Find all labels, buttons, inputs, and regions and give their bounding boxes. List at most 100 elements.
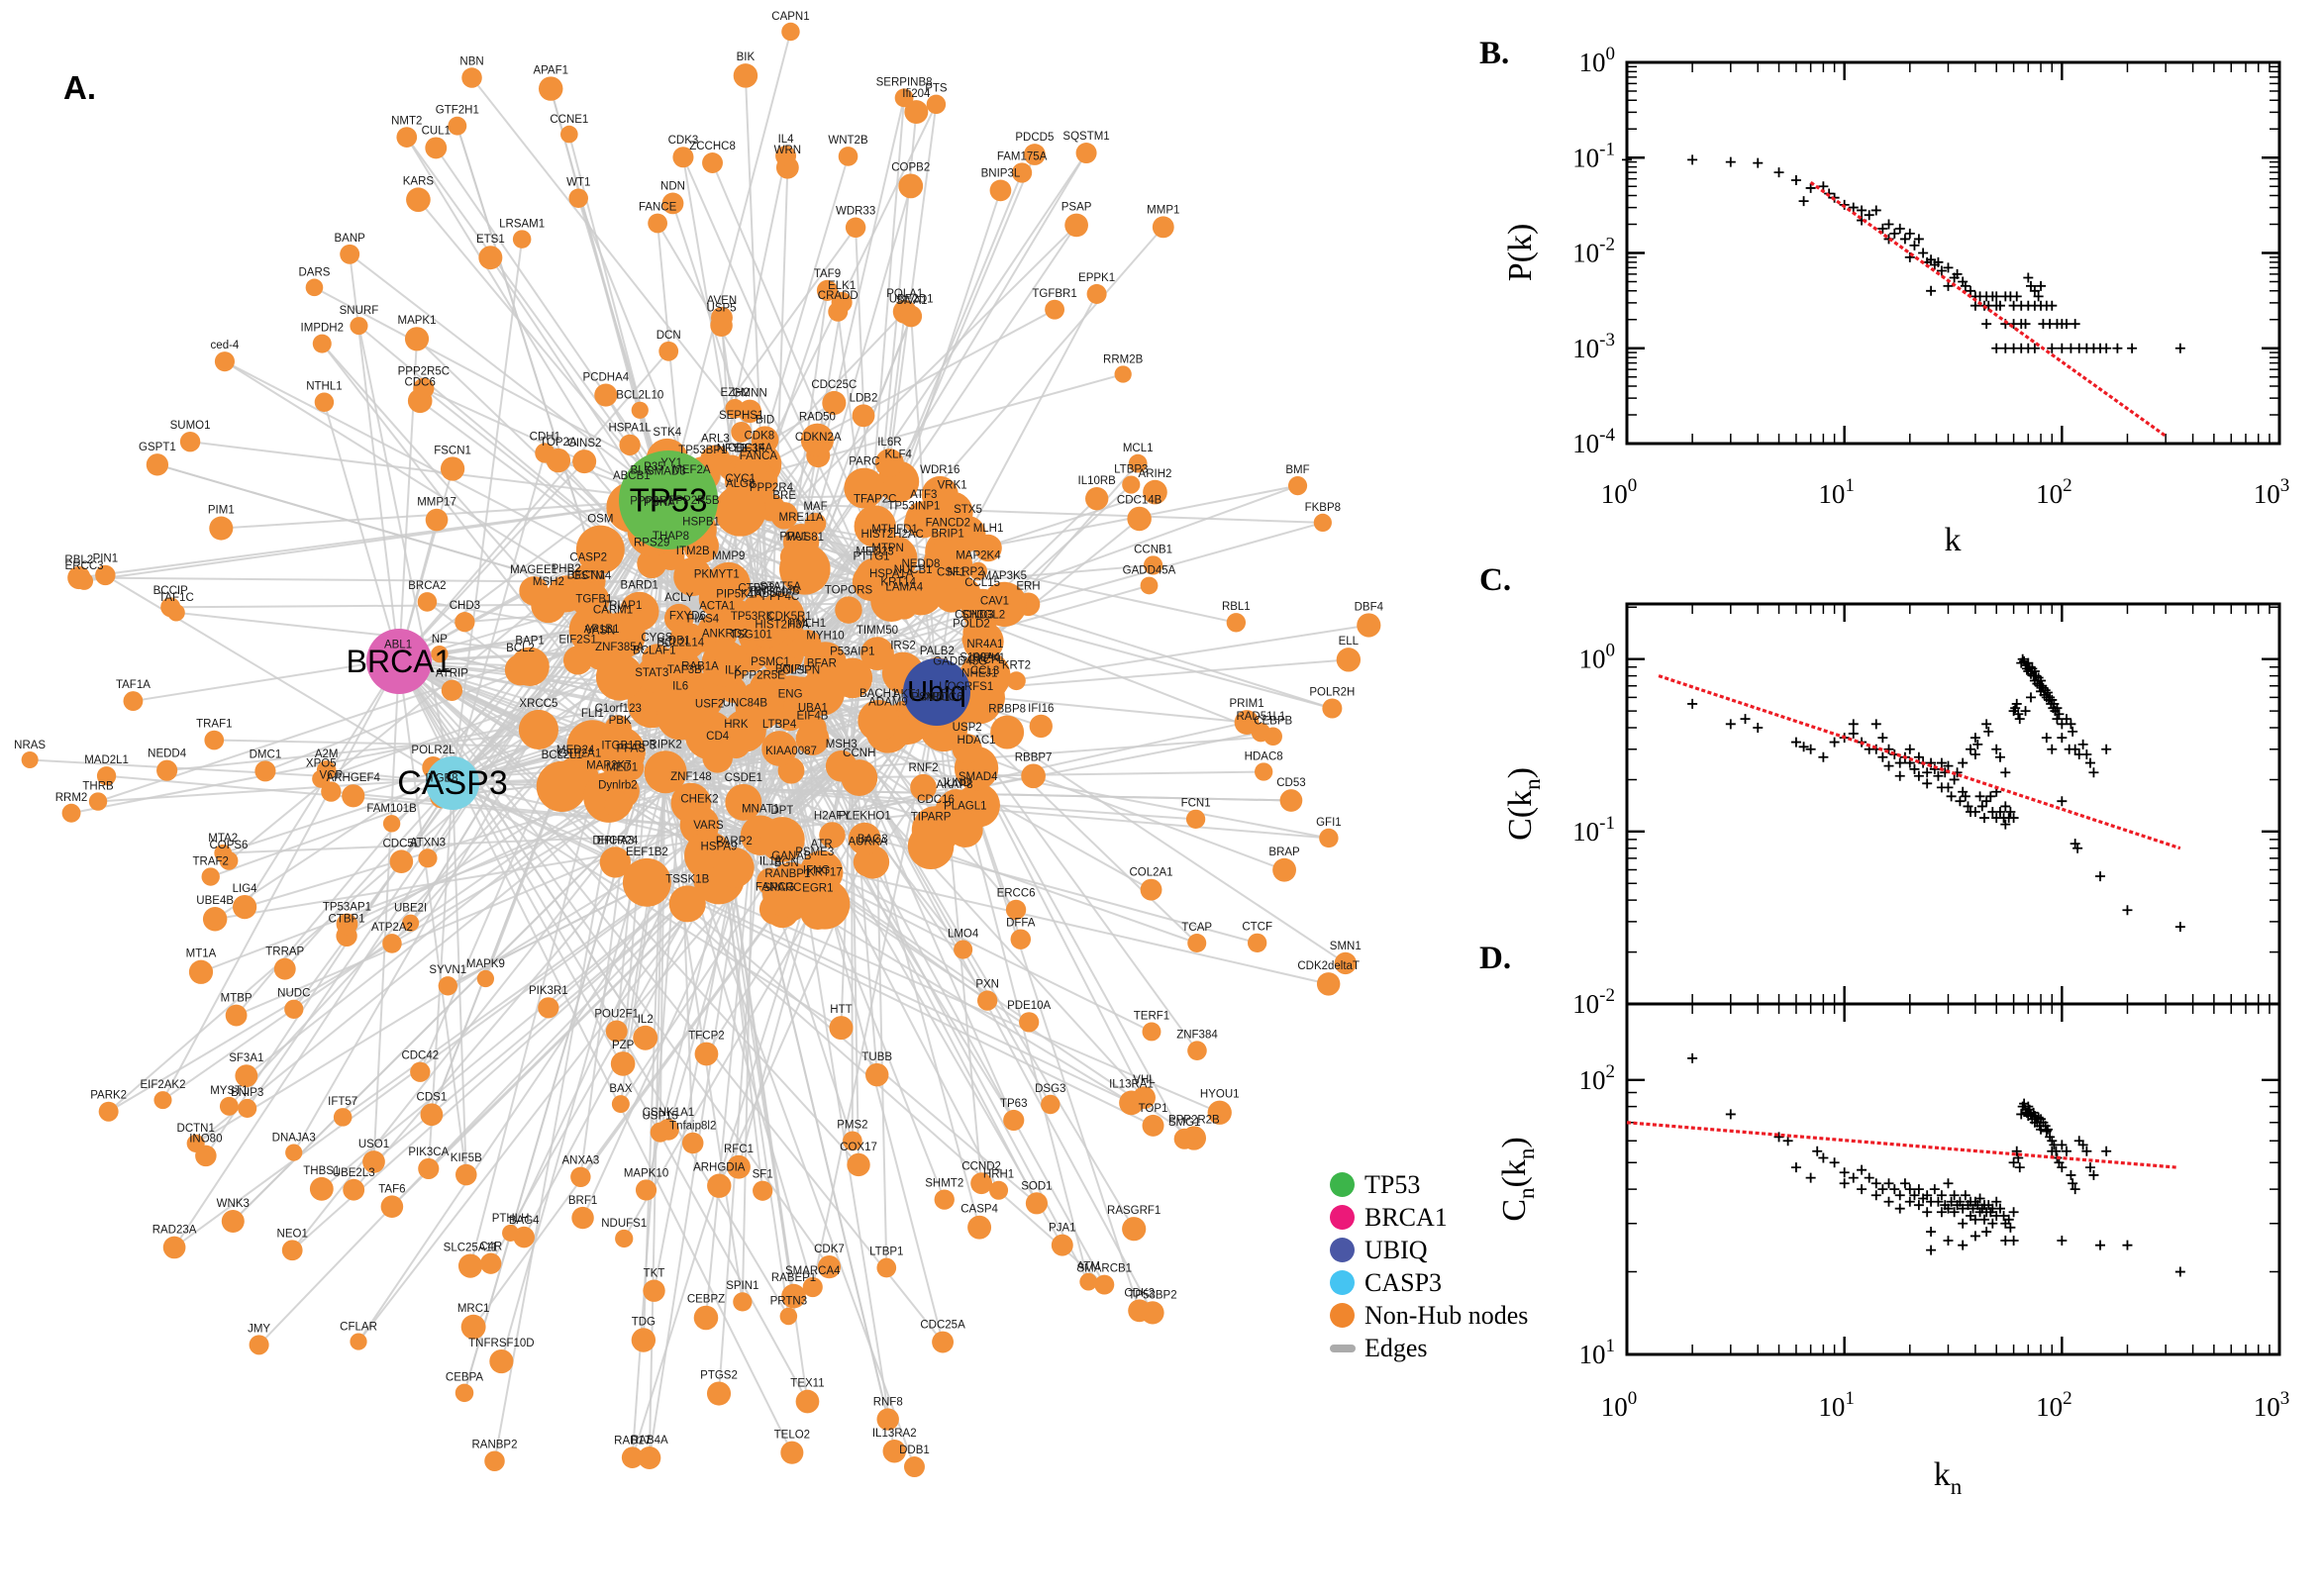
gene-label: BCCIP (153, 585, 188, 597)
non-hub-node (947, 812, 983, 848)
gene-label: KIAA0087 (765, 746, 817, 757)
non-hub-node (440, 456, 465, 481)
non-hub-node (219, 1096, 239, 1116)
non-hub-node (615, 1229, 634, 1248)
non-hub-node (221, 1209, 245, 1233)
gene-label: GTF2H1 (436, 105, 479, 117)
gene-label: LDB2 (850, 392, 878, 404)
non-hub-node (775, 146, 797, 166)
gene-label: TKT (644, 1268, 665, 1280)
gene-label: ACTA1 (699, 601, 735, 613)
gene-label: FANCA (740, 450, 778, 462)
minor-ticks-c (1627, 604, 2279, 1004)
gene-label: PFAS (617, 743, 647, 754)
plots-canvas: 100 10-1 10-2 10-3 10-4 100 101 102 103 P(k) k 100 1… (1496, 44, 2290, 1499)
gene-label: NP (432, 634, 448, 646)
non-hub-node (631, 401, 649, 419)
gene-label: MAP2K7 (586, 760, 631, 772)
y-tick-label-b: 10-2 (1572, 235, 1615, 268)
gene-label: CAPN1 (771, 11, 809, 23)
non-hub-node (738, 399, 761, 424)
gene-label: RAB1A (681, 660, 719, 672)
non-hub-node (1019, 1012, 1040, 1033)
gene-label: THAP8 (653, 531, 689, 543)
gene-label: BCL2L1 (542, 749, 583, 761)
hub-node-ubiq (903, 658, 970, 726)
gene-label: SMG1 (1168, 1117, 1201, 1129)
scatter-points-b (1622, 154, 2185, 353)
y-tick-label-b: 10-3 (1572, 330, 1615, 363)
non-hub-node (1023, 144, 1046, 165)
gene-label: RAD17 (614, 1435, 651, 1446)
gene-label: TP53BP1 (678, 445, 727, 456)
gene-label: MED1 (606, 761, 638, 773)
gene-label: TERF1 (1134, 1010, 1169, 1022)
non-hub-node (314, 392, 335, 413)
non-hub-node (706, 561, 751, 606)
gene-label: UBE4B (196, 895, 234, 907)
network-edge (398, 350, 669, 662)
non-hub-node (954, 940, 973, 959)
gene-label: SMN1 (1330, 941, 1362, 952)
gene-label: ZNF350 (747, 587, 788, 599)
gene-label: RBBP8 (988, 704, 1026, 716)
gene-label: FANCG (756, 881, 795, 893)
gene-label: RNF144B (750, 586, 800, 598)
non-hub-node (214, 844, 233, 862)
non-hub-node (923, 540, 973, 590)
non-hub-node (921, 475, 959, 513)
non-hub-node (389, 849, 414, 874)
non-hub-node (202, 907, 228, 932)
gene-label: TAF3B (667, 664, 702, 676)
gene-label: PZP (612, 1040, 635, 1051)
non-hub-node (832, 657, 873, 699)
non-hub-node (753, 1180, 773, 1201)
non-hub-node (249, 1335, 269, 1355)
non-hub-node (713, 847, 755, 888)
gene-label: PARK2 (90, 1090, 127, 1102)
gene-label: HSPA1L (608, 423, 652, 435)
gene-label: ATP2A2 (371, 922, 413, 934)
y-axis-title-b: P(k) (1502, 224, 1539, 282)
gene-label: UQCRFS1 (939, 681, 993, 693)
non-hub-node (186, 1134, 205, 1152)
minor-ticks-d (1627, 1004, 2279, 1354)
non-hub-node (425, 508, 449, 532)
gene-label: TRAF1 (196, 719, 232, 731)
gene-label: SNURF (340, 305, 379, 317)
legend-item: Non-Hub nodes (1330, 1299, 1528, 1332)
network-edge (372, 660, 400, 1162)
gene-label: MRC1 (457, 1303, 490, 1315)
x-tick-label-b: 103 (2254, 475, 2290, 509)
non-hub-node (441, 679, 463, 701)
gene-label: HSPA1A (869, 568, 914, 580)
gene-label: LIG4 (233, 883, 258, 895)
non-hub-node (146, 453, 169, 476)
network-edge (752, 831, 1030, 1024)
non-hub-node (989, 179, 1012, 202)
gene-label: FAM101B (366, 803, 417, 815)
network-edge (357, 325, 454, 784)
non-hub-node (484, 1450, 505, 1471)
gene-label: CSDE1 (725, 772, 762, 784)
legend-swatch-casp3 (1330, 1270, 1355, 1295)
non-hub-node (1029, 714, 1053, 739)
non-hub-node (976, 990, 998, 1011)
network-edge (257, 831, 754, 1347)
gene-label: CEBPA (446, 1372, 483, 1384)
non-hub-node (902, 306, 922, 326)
gene-label: BIK (737, 51, 756, 63)
y-tick-label-c: 10-2 (1572, 985, 1615, 1019)
network-hubs: TP53 BRCA1 Ubiq CASP3 (347, 450, 970, 810)
non-hub-node (478, 246, 503, 270)
network-edge (704, 831, 754, 1319)
non-hub-node (1005, 899, 1027, 921)
non-hub-node (841, 759, 878, 797)
gene-label: PLEKHO1 (839, 811, 891, 823)
gene-label: GTF2A1 (558, 748, 601, 759)
gene-label: CDC6 (405, 377, 436, 389)
gene-label: BAG4 (509, 1215, 540, 1227)
gene-label: MED24 (556, 745, 595, 756)
non-hub-node (1003, 1109, 1025, 1132)
non-hub-node (868, 554, 907, 592)
